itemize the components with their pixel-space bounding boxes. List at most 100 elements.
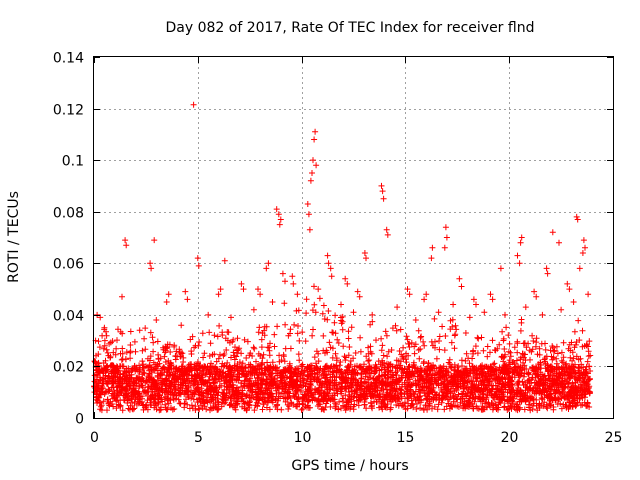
data-point-dense: [162, 401, 169, 408]
data-point-dense: [455, 404, 462, 410]
data-point-dense: [511, 344, 518, 351]
data-point-dense: [250, 344, 257, 351]
data-point-dense: [259, 406, 266, 413]
data-point-dense: [550, 348, 557, 355]
data-point-dense: [406, 363, 413, 370]
data-point-dense: [91, 358, 98, 365]
data-point-dense: [339, 326, 346, 333]
data-point-dense: [342, 357, 349, 364]
x-tick-label: 0: [90, 430, 99, 446]
data-point-dense: [410, 362, 417, 368]
data-point-dense: [436, 346, 443, 353]
y-tick-label: 0.04: [53, 309, 84, 325]
data-point-dense: [587, 368, 594, 374]
data-point-dense: [196, 406, 203, 413]
data-point-dense: [452, 402, 459, 409]
data-point-dense: [161, 353, 168, 360]
data-point-dense: [416, 355, 423, 362]
data-point-dense: [179, 350, 186, 357]
data-point-dense: [171, 342, 178, 349]
data-point-dense: [238, 350, 245, 357]
y-tick-label: 0.06: [53, 257, 84, 273]
data-point-dense: [142, 346, 149, 353]
data-point-dense: [560, 354, 567, 361]
data-point-dense: [403, 359, 410, 366]
data-point-dense: [141, 335, 148, 342]
data-point-dense: [575, 356, 582, 363]
data-point-dense: [101, 342, 108, 349]
data-point-dense: [293, 307, 300, 314]
data-point-dense: [405, 364, 412, 370]
data-point-dense: [351, 393, 358, 400]
data-point-dense: [295, 323, 301, 329]
data-point-dense: [211, 332, 218, 339]
data-point-dense: [335, 340, 342, 346]
data-point-dense: [100, 398, 107, 405]
data-point-dense: [154, 338, 161, 345]
data-point-dense: [501, 404, 508, 411]
data-point-dense: [558, 357, 565, 364]
data-point-dense: [337, 359, 344, 365]
data-point-dense: [576, 337, 583, 344]
data-point-dense: [383, 332, 390, 339]
data-point-dense: [139, 371, 146, 378]
data-point-dense: [119, 407, 126, 414]
data-point-dense: [572, 341, 579, 348]
data-point-dense: [493, 406, 500, 412]
x-tick-label: 10: [294, 430, 312, 446]
data-point-dense: [553, 343, 560, 350]
data-point-dense: [341, 353, 348, 360]
data-point-dense: [451, 345, 458, 352]
data-point-dense: [361, 361, 367, 368]
data-point-dense: [463, 350, 470, 357]
data-point-dense: [320, 406, 327, 413]
data-point-dense: [505, 332, 512, 339]
data-point-dense: [513, 357, 520, 364]
data-point-dense: [529, 332, 536, 339]
data-point-dense: [327, 403, 334, 410]
data-point-dense: [161, 389, 168, 396]
data-point-dense: [361, 380, 368, 387]
y-axis-label: ROTI / TECUs: [6, 191, 22, 283]
data-point-dense: [150, 348, 157, 355]
data-point-dense: [411, 350, 418, 357]
data-point-dense: [455, 391, 462, 398]
data-point-dense: [462, 330, 469, 336]
data-point-dense: [315, 350, 322, 357]
data-point-dense: [496, 341, 503, 348]
data-point-dense: [255, 329, 262, 336]
data-point-dense: [472, 343, 479, 350]
y-tick-label: 0.14: [53, 51, 84, 67]
data-point-dense: [251, 407, 258, 414]
y-tick-label: 0.1: [62, 154, 84, 170]
data-point-dense: [420, 407, 427, 413]
data-point-dense: [326, 339, 333, 346]
data-point-dense: [101, 337, 108, 344]
data-point-dense: [333, 357, 340, 364]
data-point-dense: [331, 319, 338, 326]
data-point-dense: [517, 327, 524, 334]
data-point-dense: [320, 302, 327, 309]
data-point-dense: [129, 399, 136, 406]
data-point-dense: [367, 321, 374, 328]
data-point-dense: [325, 308, 332, 314]
data-point-dense: [554, 350, 561, 357]
data-point-dense: [113, 345, 120, 352]
data-point-dense: [487, 349, 493, 356]
data-point-dense: [392, 388, 399, 395]
y-tick-label: 0.02: [53, 360, 84, 376]
data-point-dense: [181, 404, 188, 411]
data-point-dense: [553, 360, 560, 367]
data-point-dense: [282, 321, 289, 328]
data-point-dense: [378, 335, 385, 342]
data-point-dense: [303, 310, 310, 317]
data-point-dense: [298, 406, 305, 413]
data-point-dense: [514, 349, 521, 356]
data-point-dense: [565, 345, 572, 352]
x-tick-label: 20: [501, 430, 519, 446]
data-point-dense: [499, 328, 506, 335]
data-point-dense: [453, 326, 460, 333]
data-point-dense: [336, 398, 343, 405]
data-point-dense: [567, 354, 574, 361]
